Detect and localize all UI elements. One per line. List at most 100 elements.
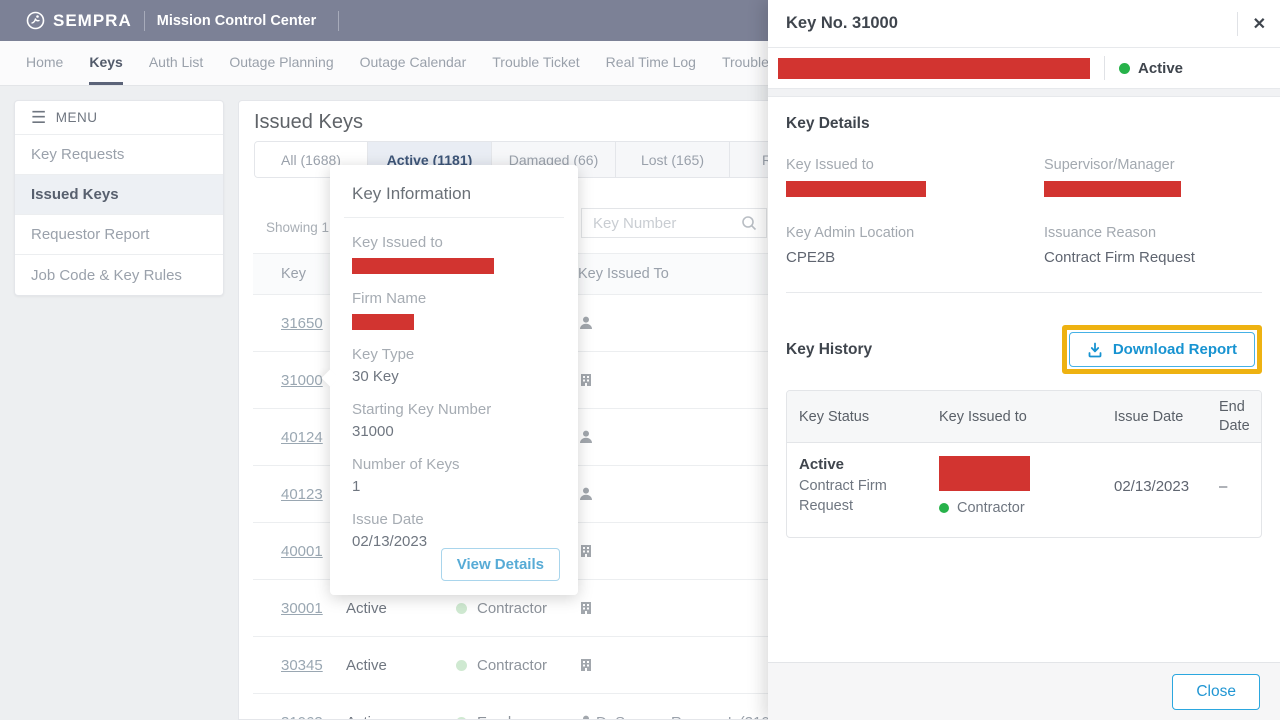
key-type-value: 30 Key (352, 368, 399, 385)
sidebar: ☰ MENU Key Requests Issued Keys Requesto… (14, 100, 224, 296)
divider (344, 217, 564, 218)
redacted-key-issued-to (786, 181, 926, 197)
key-type-label: Key Type (352, 346, 415, 363)
menu-label: MENU (55, 110, 98, 125)
panel-status-row: Active (768, 48, 1280, 89)
building-icon (578, 657, 596, 673)
divider (1104, 56, 1105, 80)
panel-header: Key No. 31000 ✕ (768, 0, 1280, 48)
status-badge: Active (1138, 59, 1184, 77)
table-row: 31063 Active Empl D. S_____ R_____ L (31… (253, 694, 1049, 720)
sidebar-item-job-code-key-rules[interactable]: Job Code & Key Rules (31, 266, 182, 284)
starting-key-number-value: 31000 (352, 423, 394, 440)
view-details-button[interactable]: View Details (440, 548, 560, 581)
contractor-dot (456, 602, 467, 614)
key-history-section: Key History Download Report Key Status K… (768, 293, 1280, 538)
redacted-history-name (939, 456, 1030, 491)
table-row: 40001 (253, 523, 1049, 580)
number-of-keys-value: 1 (352, 478, 361, 495)
nav-item-outage-planning[interactable]: Outage Planning (229, 53, 334, 70)
nav-item-auth-list[interactable]: Auth List (148, 53, 204, 70)
nav-item-real-time-log[interactable]: Real Time Log (605, 53, 696, 70)
history-status: Active (799, 456, 845, 473)
showing-count-text: Showing 1 - (266, 220, 338, 235)
sidebar-item-requestor-report[interactable]: Requestor Report (15, 215, 223, 255)
nav-item-home[interactable]: Home (26, 53, 64, 70)
search-icon[interactable] (741, 215, 757, 231)
tab-lost[interactable]: Lost (165) (616, 142, 730, 177)
key-issued-to-label: Key Issued to (352, 234, 443, 251)
key-link[interactable]: 30001 (281, 599, 323, 617)
table-row: 31000 (253, 352, 1049, 409)
key-admin-location-label: Key Admin Location (786, 225, 915, 241)
redacted-supervisor (1044, 181, 1181, 197)
person-icon (578, 429, 596, 445)
employee-dot (456, 716, 467, 719)
table-row: 40123 (253, 466, 1049, 523)
header-divider (338, 10, 340, 31)
issued-to-name: D. S_____ R_____ L (31000 (596, 714, 1049, 720)
tab-damaged[interactable]: Damaged (66) (492, 142, 616, 177)
header-divider (143, 10, 145, 31)
key-link[interactable]: 31650 (281, 314, 323, 332)
key-link[interactable]: 40124 (281, 428, 323, 446)
history-issue-date: 02/13/2023 (1114, 478, 1190, 495)
redacted-key-issued-to (352, 258, 494, 274)
key-link[interactable]: 31000 (281, 371, 323, 389)
contractor-dot (456, 659, 467, 671)
key-issued-to-label: Key Issued to (786, 157, 874, 173)
col-end-date: End Date (1219, 399, 1250, 434)
person-icon (578, 486, 596, 502)
starting-key-number-label: Starting Key Number (352, 401, 492, 418)
hamburger-icon: ☰ (31, 108, 47, 127)
person-icon (578, 315, 596, 331)
key-detail-panel: Key No. 31000 ✕ Active Key Details Key I… (768, 0, 1280, 720)
panel-title: Key No. 31000 (786, 14, 898, 32)
search-input[interactable] (591, 213, 741, 233)
type-cell: Contractor (477, 599, 548, 617)
download-report-label: Download Report (1112, 341, 1237, 358)
sidebar-item-key-requests[interactable]: Key Requests (15, 135, 223, 175)
nav-item-outage-calendar[interactable]: Outage Calendar (359, 53, 467, 70)
key-number-search (581, 208, 767, 238)
type-cell: Contractor (477, 656, 548, 674)
building-icon (578, 372, 596, 388)
status-cell: Active (346, 714, 456, 720)
redacted-key-holder (778, 57, 1090, 79)
building-icon (578, 543, 596, 559)
nav-item-trouble-ticket[interactable]: Trouble Ticket (492, 53, 580, 70)
table-row: 30345 Active Contractor (253, 637, 1049, 694)
key-history-table: Key Status Key Issued to Issue Date End … (786, 390, 1262, 538)
status-cell: Active (346, 599, 387, 617)
download-report-button[interactable]: Download Report (1068, 332, 1255, 367)
sidebar-item-issued-keys[interactable]: Issued Keys (15, 175, 223, 215)
history-type: Contractor (957, 500, 1025, 516)
nav-item-keys[interactable]: Keys (89, 41, 123, 85)
type-cell: Empl (477, 714, 511, 720)
person-icon (578, 714, 596, 719)
sempra-logo-icon (26, 11, 45, 30)
section-gap (768, 89, 1280, 97)
menu-toggle[interactable]: ☰ MENU (15, 101, 223, 135)
key-link[interactable]: 40001 (281, 542, 323, 560)
panel-footer: Close (768, 662, 1280, 720)
building-icon (578, 600, 596, 616)
key-link[interactable]: 30345 (281, 656, 323, 674)
app-title: Mission Control Center (156, 12, 317, 29)
key-link[interactable]: 40123 (281, 485, 323, 503)
download-icon (1088, 342, 1102, 357)
redacted-firm-name (352, 314, 414, 330)
close-button[interactable]: Close (1172, 673, 1260, 710)
key-link[interactable]: 31063 (281, 714, 346, 720)
close-icon[interactable]: ✕ (1236, 11, 1266, 36)
issuance-reason-label: Issuance Reason (1044, 225, 1157, 241)
popover-title: Key Information (352, 184, 472, 203)
page-title: Issued Keys (254, 111, 363, 133)
col-key-issued-to: Key Issued to (939, 408, 1027, 425)
contractor-status-dot (939, 503, 949, 513)
key-information-popover: Key Information Key Issued to Firm Name … (321, 165, 578, 595)
brand-name: SEMPRA (53, 10, 132, 30)
active-status-dot (1119, 62, 1130, 74)
key-history-heading: Key History (786, 340, 873, 358)
issue-date-label: Issue Date (352, 511, 424, 528)
